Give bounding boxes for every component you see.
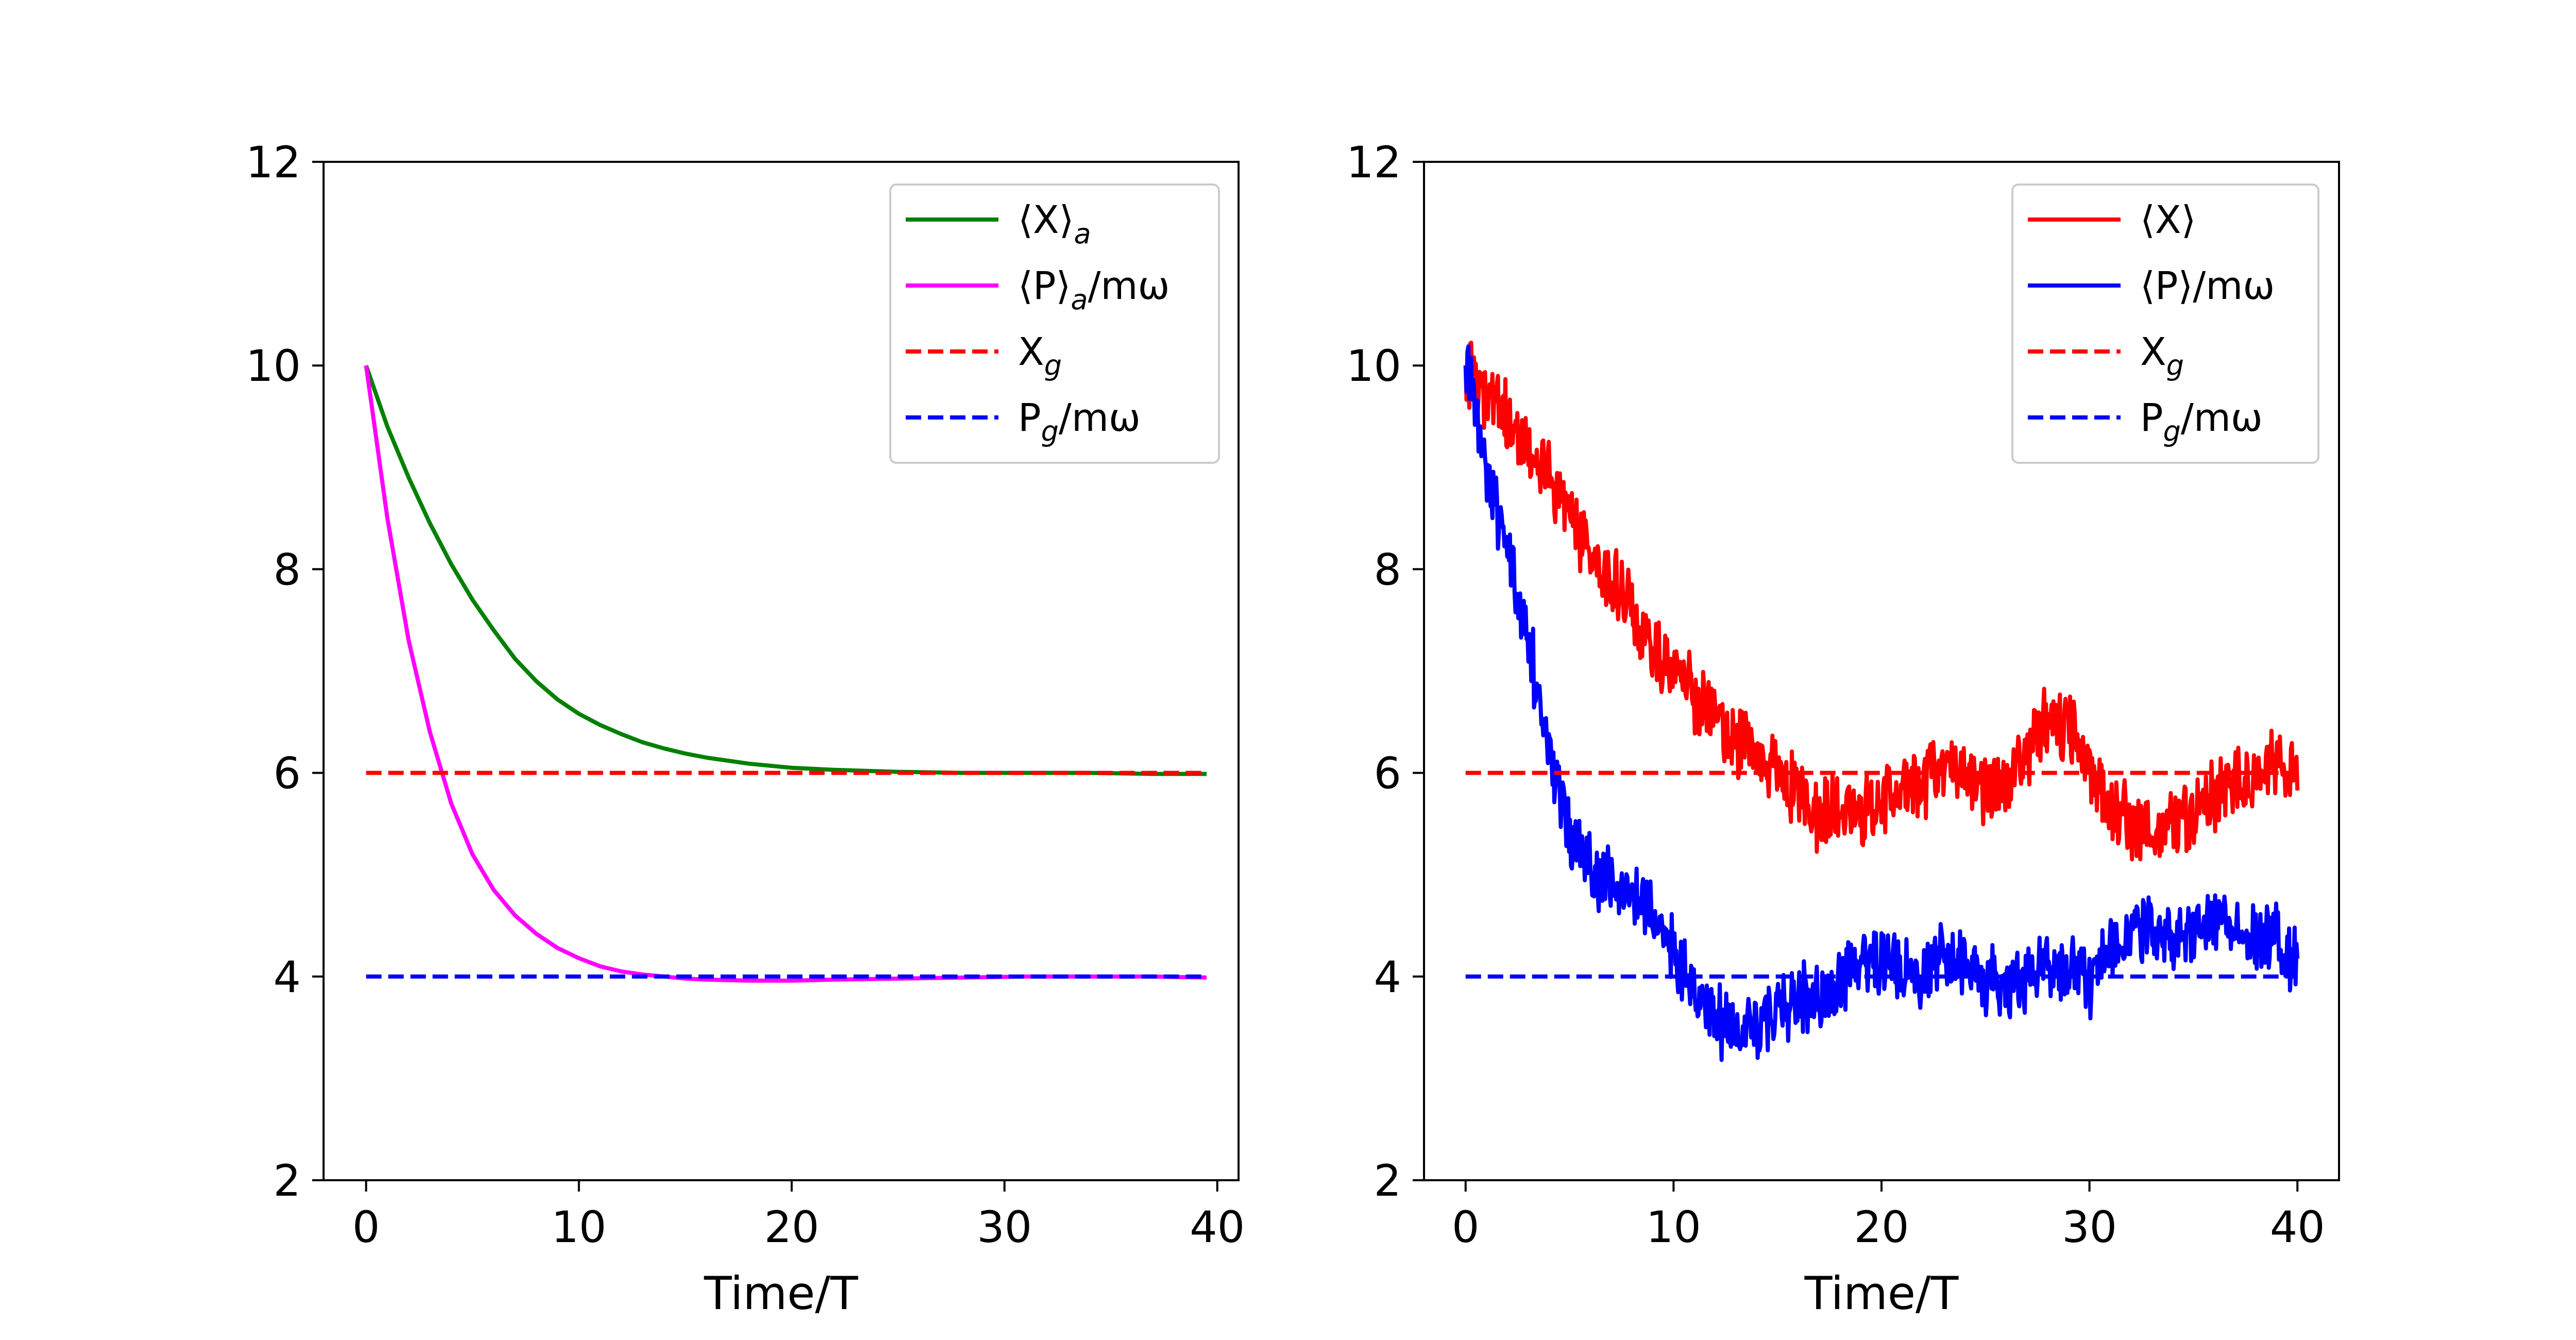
x-tick-label: 30 bbox=[977, 1202, 1032, 1252]
y-tick-label: 12 bbox=[1346, 137, 1401, 188]
y-tick-label: 10 bbox=[246, 341, 301, 391]
y-tick-label: 10 bbox=[1346, 341, 1401, 391]
y-tick-label: 4 bbox=[1374, 952, 1401, 1002]
y-tick-label: 2 bbox=[274, 1155, 301, 1206]
legend-label-x: ⟨X⟩ bbox=[2140, 198, 2196, 242]
x-tick-label: 30 bbox=[2062, 1202, 2117, 1252]
y-tick-label: 8 bbox=[274, 544, 301, 595]
legend: ⟨X⟩ ⟨P⟩/mω Xg Pg/mω bbox=[2011, 183, 2319, 464]
x-axis-label: Time/T bbox=[704, 1267, 859, 1320]
legend-box bbox=[2011, 183, 2319, 464]
right-chart-panel: 0 10 20 30 40 2 4 6 8 10 12 Time/T ⟨X⟩ ⟨P⟩/mω Xg Pg/mω bbox=[1346, 137, 2340, 1320]
x-tick-label: 40 bbox=[2270, 1202, 2325, 1252]
legend-label-p-g: Pg/mω bbox=[1018, 396, 1141, 448]
y-tick-label: 4 bbox=[274, 952, 301, 1002]
y-tick-label: 6 bbox=[1374, 748, 1401, 799]
x-tick-label: 40 bbox=[1190, 1202, 1245, 1252]
legend-label-x-g: Xg bbox=[1018, 330, 1062, 382]
y-tick-label: 8 bbox=[1374, 544, 1401, 595]
legend-label-p-g: Pg/mω bbox=[2140, 396, 2263, 448]
legend-label-p-a: ⟨P⟩a/mω bbox=[1018, 264, 1170, 316]
y-tick-label: 12 bbox=[246, 137, 301, 188]
y-tick-label: 6 bbox=[274, 748, 301, 799]
x-axis-label: Time/T bbox=[1804, 1267, 1959, 1320]
x-tick-label: 10 bbox=[1646, 1202, 1701, 1252]
legend-box bbox=[889, 183, 1220, 464]
x-tick-label: 20 bbox=[1854, 1202, 1909, 1252]
legend-label-p: ⟨P⟩/mω bbox=[2140, 264, 2275, 308]
x-tick-label: 10 bbox=[551, 1202, 606, 1252]
legend-label-x-g: Xg bbox=[2140, 330, 2184, 382]
plot-frame bbox=[323, 161, 1240, 1181]
left-chart-panel: 0 10 20 30 40 2 4 6 8 10 12 Time/T ⟨X⟩a ⟨P⟩a/mω Xg Pg/m… bbox=[246, 137, 1245, 1320]
legend: ⟨X⟩a ⟨P⟩a/mω Xg Pg/mω bbox=[889, 183, 1220, 464]
y-tick-label: 2 bbox=[1374, 1155, 1401, 1206]
legend-label-x-a: ⟨X⟩a bbox=[1018, 198, 1091, 250]
series-line-x bbox=[1463, 341, 2300, 862]
x-tick-label: 20 bbox=[764, 1202, 819, 1252]
x-tick-label: 0 bbox=[1452, 1202, 1479, 1252]
series-line-p bbox=[1463, 344, 2300, 1062]
x-tick-label: 0 bbox=[352, 1202, 380, 1252]
